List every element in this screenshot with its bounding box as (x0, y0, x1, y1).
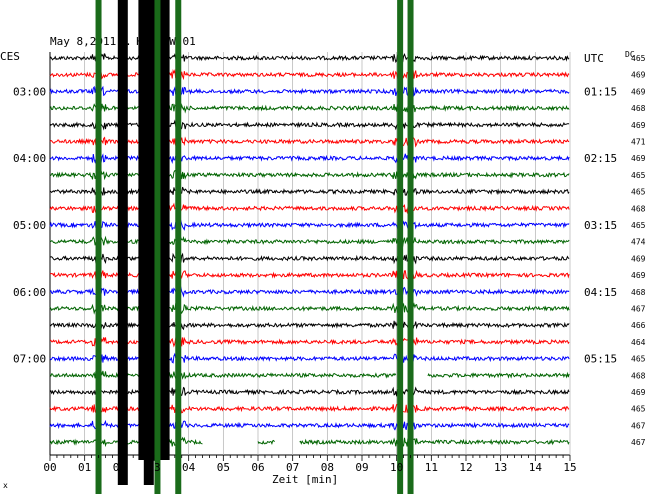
green-band (397, 0, 404, 494)
green-band (95, 0, 102, 494)
dc-offset-label: 465 (631, 171, 646, 180)
x-axis: 00 01 02 03 04 05 06 07 08 09 10 11 12 13 14 15 (43, 455, 577, 474)
left-time-label: 06:00 (13, 286, 46, 299)
right-time-label: 03:15 (584, 219, 617, 232)
trace-line (49, 269, 570, 281)
dc-offset-label: 468 (631, 288, 646, 297)
dc-offset-label: 466 (631, 321, 646, 330)
green-band (175, 0, 182, 494)
trace-line (49, 386, 570, 398)
dc-offset-label: 465 (631, 54, 646, 63)
dc-offset-label: 467 (631, 305, 646, 314)
dc-label: DC (625, 50, 635, 59)
corner-mark: x (3, 481, 8, 490)
x-tick-label: 04 (182, 461, 196, 474)
dc-offset-label: 469 (631, 388, 646, 397)
vertical-event-bands (95, 0, 414, 494)
left-time-labels: 03:00 04:00 05:00 06:00 07:00 (13, 85, 46, 365)
x-tick-label: 06 (251, 461, 264, 474)
dc-offset-label: 465 (631, 405, 646, 414)
trace-line (49, 219, 570, 231)
dc-offset-label: 469 (631, 71, 646, 80)
right-time-label: 01:15 (584, 85, 617, 98)
right-time-label: 05:15 (584, 353, 617, 366)
x-tick-label: 13 (494, 461, 507, 474)
x-tick-label: 14 (529, 461, 543, 474)
dc-offset-label: 464 (631, 338, 646, 347)
trace-line (49, 119, 570, 131)
left-time-label: 03:00 (13, 85, 46, 98)
trace-line (49, 369, 570, 380)
trace-line (49, 168, 570, 181)
dc-offset-label: 469 (631, 87, 646, 96)
left-time-label: 05:00 (13, 219, 46, 232)
left-time-label: 07:00 (13, 353, 46, 366)
dc-offset-label: 468 (631, 204, 646, 213)
trace-line (49, 135, 570, 148)
dc-offset-label: 469 (631, 154, 646, 163)
trace-line (49, 319, 570, 331)
trace-line (49, 186, 570, 198)
left-time-label: 04:00 (13, 152, 46, 165)
trace-line (49, 102, 570, 114)
right-time-label: 02:15 (584, 152, 617, 165)
dc-offset-label: 465 (631, 355, 646, 364)
black-band (138, 0, 170, 460)
x-tick-label: 02 (113, 461, 126, 474)
dc-offset-label: 469 (631, 271, 646, 280)
chart-grid (49, 52, 571, 456)
left-zone-label: CES (0, 50, 20, 63)
x-tick-label: 01 (78, 461, 91, 474)
x-tick-label: 10 (390, 461, 403, 474)
x-tick-label: 00 (43, 461, 56, 474)
dc-offset-label: 469 (631, 121, 646, 130)
x-tick-label: 08 (321, 461, 334, 474)
green-band (154, 0, 161, 494)
dc-offset-label: 465 (631, 221, 646, 230)
x-tick-label: 12 (459, 461, 472, 474)
x-tick-label: 07 (286, 461, 299, 474)
right-time-label: UTC (584, 52, 604, 65)
x-tick-label: 03 (147, 461, 160, 474)
black-band (117, 0, 128, 485)
trace-line (49, 153, 570, 164)
trace-line (49, 202, 570, 215)
trace-series (49, 52, 570, 449)
dc-offset-label: 467 (631, 438, 646, 447)
trace-line (49, 52, 570, 65)
trace-line (49, 419, 570, 432)
x-tick-label: 09 (355, 461, 368, 474)
x-axis-title: Zeit [min] (272, 473, 338, 486)
trace-line (49, 85, 570, 98)
dc-offset-label: 465 (631, 188, 646, 197)
trace-line (49, 435, 570, 449)
trace-line (49, 302, 570, 315)
trace-line (49, 235, 570, 248)
right-time-label: 04:15 (584, 286, 617, 299)
dc-offset-label: 468 (631, 104, 646, 113)
dc-offset-label: 469 (631, 254, 646, 263)
dc-offset-labels: 465 469 469 468 469 471 469 465 465 468 465 474 469 4… (631, 54, 646, 447)
trace-line (49, 68, 570, 81)
trace-line (49, 252, 570, 265)
x-tick-label: 05 (217, 461, 230, 474)
dc-offset-label: 471 (631, 138, 646, 147)
trace-line (49, 336, 570, 348)
x-tick-label: 15 (563, 461, 576, 474)
dc-offset-label: 468 (631, 371, 646, 380)
trace-line (49, 285, 570, 298)
trace-line (49, 402, 570, 414)
trace-line (49, 352, 570, 365)
right-time-labels: UTC 01:15 02:15 03:15 04:15 05:15 (584, 52, 617, 366)
x-tick-label: 11 (425, 461, 438, 474)
dc-offset-label: 467 (631, 421, 646, 430)
green-band (407, 0, 414, 494)
dc-offset-label: 474 (631, 238, 646, 247)
